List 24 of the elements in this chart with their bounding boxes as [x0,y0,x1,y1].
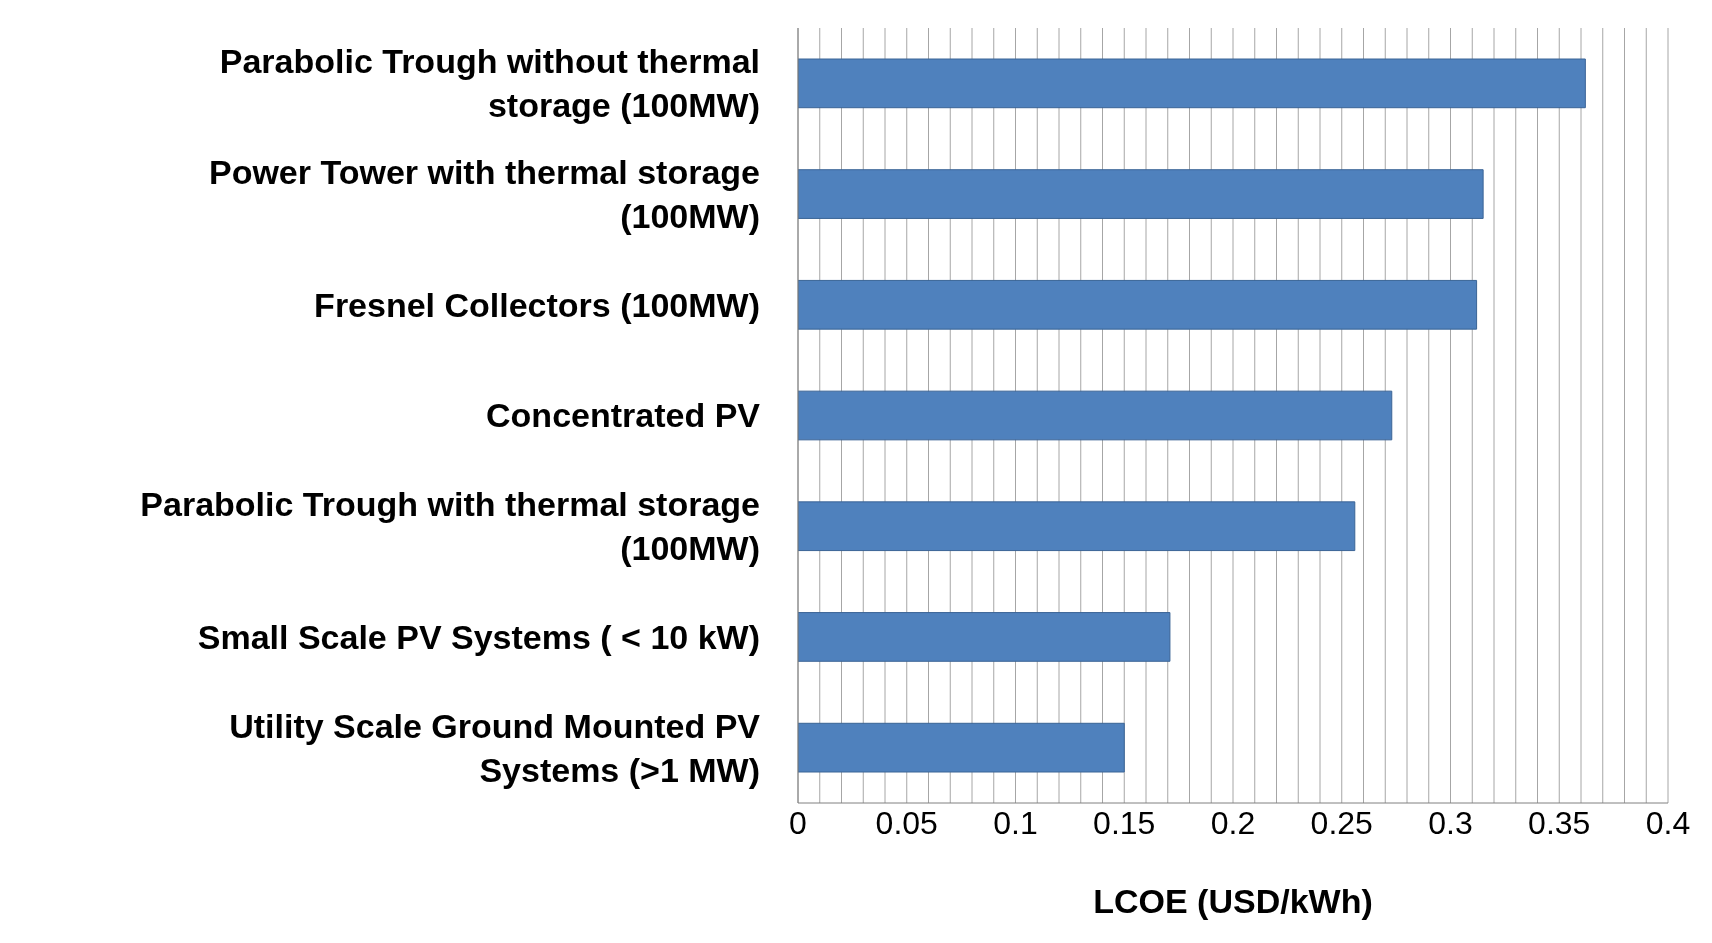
x-tick-label: 0.3 [1428,804,1473,841]
x-axis-title: LCOE (USD/kWh) [1093,882,1373,920]
x-tick-label: 0.05 [875,804,938,841]
x-tick-label: 0.1 [993,804,1038,841]
x-tick-label: 0.2 [1210,804,1256,841]
x-tick-label: 0.35 [1528,804,1591,841]
y-tick-label: Concentrated PV [486,396,761,435]
x-tick-label: 0.4 [1645,804,1691,841]
bar [798,279,1478,330]
y-tick-label: Fresnel Collectors (100MW) [314,285,760,324]
y-tick-label: Parabolic Trough without thermal storage (100MW) [219,42,760,125]
y-tick-label: Power Tower with thermal storage (100MW) [208,152,760,235]
bar [798,501,1356,552]
y-tick-label: Utility Scale Ground Mounted PV Systems (>1 MW) [229,706,761,789]
x-tick-label: 0.25 [1310,804,1373,841]
x-tick-label: 0 [789,804,807,841]
bar [798,722,1125,773]
x-tick-label: 0.15 [1093,804,1156,841]
y-tick-label: Parabolic Trough with thermal storage (100MW) [140,485,760,568]
y-tick-label: Small Scale PV Systems ( < 10 kW) [197,617,760,656]
bar [798,58,1586,109]
bar [798,390,1393,441]
bar [798,612,1171,662]
bar [798,169,1484,219]
